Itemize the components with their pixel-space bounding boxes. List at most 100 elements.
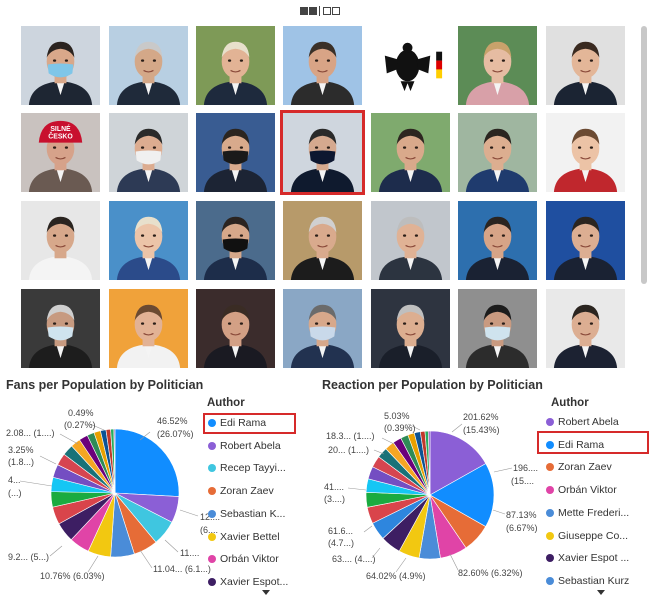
- portrait-tile-politician-1[interactable]: [21, 26, 100, 105]
- pie-data-label: 87.13%: [506, 510, 537, 520]
- portrait-image: [21, 201, 100, 280]
- portrait-tile-politician-15[interactable]: [21, 201, 100, 280]
- leader-line: [407, 423, 421, 431]
- pie-data-label: 4...: [8, 475, 21, 485]
- portrait-image: [283, 201, 362, 280]
- fans-legend-item[interactable]: Orbán Viktor: [208, 553, 279, 565]
- legend-dot-icon: [208, 464, 216, 473]
- reaction-legend-item[interactable]: Giuseppe Co...: [546, 530, 628, 542]
- leader-line: [492, 509, 506, 515]
- reaction-legend-item[interactable]: Mette Frederi...: [546, 507, 629, 519]
- portrait-tile-politician-14[interactable]: [546, 113, 625, 192]
- pie-data-label: 46.52%: [157, 416, 188, 426]
- portrait-image: [458, 289, 537, 368]
- pie-data-label: 82.60% (6.32%): [458, 568, 523, 578]
- pie-data-label: 11....: [180, 548, 199, 558]
- legend-label: Xavier Espot ...: [558, 552, 630, 565]
- portrait-tile-politician-19[interactable]: [371, 201, 450, 280]
- portrait-tile-politician-26[interactable]: [371, 289, 450, 368]
- legend-dot-icon: [208, 419, 216, 427]
- portrait-tile-politician-25[interactable]: [283, 289, 362, 368]
- pie-slice-0[interactable]: [114, 428, 180, 497]
- leader-line: [59, 433, 79, 445]
- pie-data-label: (3....): [324, 494, 345, 504]
- portrait-tile-politician-6[interactable]: [458, 26, 537, 105]
- pie-data-label: (6.67%): [506, 523, 538, 533]
- portrait-tile-politician-12[interactable]: [371, 113, 450, 192]
- portrait-tile-politician-16[interactable]: [109, 201, 188, 280]
- portrait-tile-politician-21[interactable]: [546, 201, 625, 280]
- legend-dot-icon: [546, 486, 554, 495]
- reaction-legend-item[interactable]: Robert Abela: [546, 416, 619, 428]
- pie-slice-1[interactable]: [429, 463, 495, 527]
- legend-dot-icon: [546, 531, 554, 540]
- reaction-legend-item[interactable]: Orbán Viktor: [546, 484, 617, 496]
- portrait-tile-politician-7[interactable]: [546, 26, 625, 105]
- reaction-pie-chart[interactable]: 201.62% (15.43%) 196.... (15.... 87.13% (6.67…: [318, 398, 543, 583]
- fans-legend-item[interactable]: Xavier Espot...: [208, 576, 288, 588]
- legend-dot-icon: [546, 418, 554, 426]
- portrait-tile-politician-28[interactable]: [546, 289, 625, 368]
- fans-legend-item[interactable]: Robert Abela: [208, 440, 281, 452]
- page-indicator-3[interactable]: [323, 7, 331, 15]
- pie-slice-21[interactable]: [428, 430, 431, 496]
- legend-label: Xavier Espot...: [220, 575, 289, 588]
- portrait-image: [283, 113, 362, 192]
- portrait-tile-politician-3[interactable]: [196, 26, 275, 105]
- portrait-image: [371, 113, 450, 192]
- pie-slice-0[interactable]: [429, 430, 487, 496]
- portrait-tile-politician-27[interactable]: [458, 289, 537, 368]
- portrait-tile-politician-13[interactable]: [458, 113, 537, 192]
- portrait-tile-politician-18[interactable]: [283, 201, 362, 280]
- legend-label: Orbán Viktor: [220, 553, 279, 566]
- fans-legend-highlight: [203, 413, 296, 434]
- fans-pie-chart[interactable]: 46.52%(26.07%)12....(6....11....11.04...…: [0, 398, 230, 583]
- fans-legend-item[interactable]: Sebastian K...: [208, 508, 285, 520]
- cap-text: ČESKO: [48, 132, 73, 141]
- page-indicator-1[interactable]: [300, 7, 308, 15]
- reaction-legend-item[interactable]: Sebastian Kurz: [546, 575, 629, 587]
- pie-data-label: 3.25%: [8, 445, 34, 455]
- pie-data-label: 18.3... (1....): [326, 431, 375, 441]
- fans-legend-item[interactable]: Xavier Bettel: [208, 531, 280, 543]
- leader-line: [451, 423, 463, 433]
- portrait-tile-politician-17[interactable]: [196, 201, 275, 280]
- reaction-legend-item[interactable]: Xavier Espot ...: [546, 552, 629, 564]
- portrait-tile-politician-20[interactable]: [458, 201, 537, 280]
- pie-slice-21[interactable]: [113, 428, 116, 494]
- portrait-tile-politician-22[interactable]: [21, 289, 100, 368]
- portrait-image: [109, 113, 188, 192]
- pie-data-label: (15....: [511, 476, 534, 486]
- reaction-legend-scroll-down-icon[interactable]: [597, 590, 605, 595]
- pie-data-label: 41....: [324, 482, 344, 492]
- reaction-legend-item[interactable]: Edi Rama: [546, 439, 604, 451]
- portrait-tile-politician-8[interactable]: SILNÉ ČESKO: [21, 113, 100, 192]
- portrait-image: [546, 26, 625, 105]
- leader-line: [39, 455, 57, 465]
- portrait-tile-coat-of-arms[interactable]: [371, 26, 450, 105]
- grid-scrollbar[interactable]: [641, 26, 647, 284]
- fans-legend-scroll-down-icon[interactable]: [262, 590, 270, 595]
- portrait-image: [21, 289, 100, 368]
- page-indicator-2[interactable]: [309, 7, 317, 15]
- reaction-legend-item[interactable]: Zoran Zaev: [546, 461, 612, 473]
- legend-label: Recep Tayyi...: [220, 462, 286, 475]
- page-indicator-4[interactable]: [332, 7, 340, 15]
- fans-legend-item[interactable]: Edi Rama: [208, 417, 266, 429]
- portrait-image: [109, 26, 188, 105]
- portrait-tile-politician-24[interactable]: [196, 289, 275, 368]
- portrait-tile-politician-4[interactable]: [283, 26, 362, 105]
- page-navigator[interactable]: [300, 6, 340, 16]
- portrait-image: [109, 289, 188, 368]
- legend-label: Edi Rama: [558, 438, 605, 451]
- portrait-tile-politician-23[interactable]: [109, 289, 188, 368]
- leader-line: [89, 423, 105, 431]
- portrait-image: [458, 26, 537, 105]
- portrait-tile-edi-rama[interactable]: [280, 110, 365, 195]
- fans-legend-item[interactable]: Recep Tayyi...: [208, 462, 286, 474]
- fans-legend-item[interactable]: Zoran Zaev: [208, 485, 274, 497]
- pie-data-label: 63.... (4....): [332, 554, 376, 564]
- portrait-tile-politician-10[interactable]: [196, 113, 275, 192]
- portrait-tile-politician-9[interactable]: [109, 113, 188, 192]
- portrait-tile-politician-2[interactable]: [109, 26, 188, 105]
